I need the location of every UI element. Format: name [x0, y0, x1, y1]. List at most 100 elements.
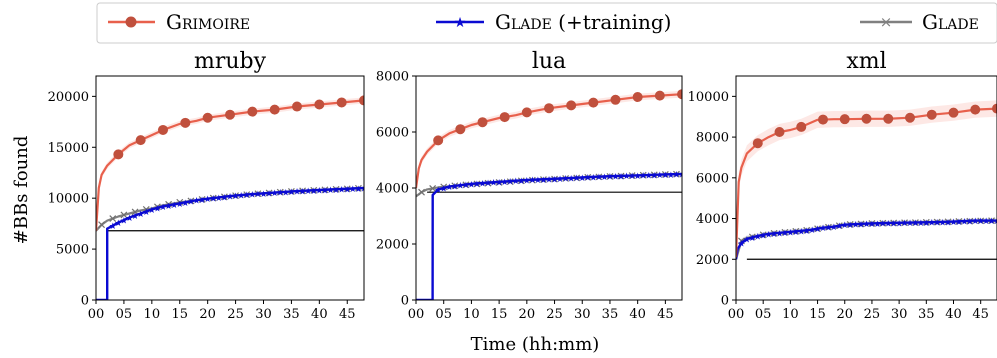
- data-point: ★: [265, 189, 273, 199]
- data-point: ★: [993, 217, 997, 227]
- data-point: ★: [966, 217, 974, 227]
- data-point: ★: [232, 192, 240, 202]
- x-tick-label: 00: [728, 307, 745, 322]
- data-point: ★: [215, 194, 223, 204]
- data-point: ★: [672, 171, 680, 181]
- data-point: [109, 215, 117, 222]
- data-point: ★: [237, 192, 245, 202]
- data-point: ★: [765, 230, 773, 240]
- data-point: ★: [310, 187, 318, 197]
- data-point: ★: [852, 221, 860, 231]
- data-point: [796, 121, 807, 132]
- data-point: ★: [786, 228, 794, 238]
- data-point: [135, 135, 146, 146]
- data-point: ★: [321, 186, 329, 196]
- data-point: ★: [495, 178, 503, 188]
- data-point: ★: [606, 173, 614, 183]
- data-point: ★: [304, 187, 312, 197]
- data-point: ★: [814, 225, 822, 235]
- panel-title: lua: [532, 49, 566, 74]
- data-point: [774, 127, 785, 137]
- legend-entry-2: × Glade: [860, 10, 979, 34]
- data-point: ★: [451, 182, 459, 192]
- data-point: ★: [841, 221, 849, 231]
- data-point: ★: [209, 195, 217, 205]
- data-point: [429, 184, 437, 192]
- data-point: ★: [276, 189, 284, 199]
- data-point: ★: [445, 183, 453, 193]
- data-point: ★: [170, 201, 178, 211]
- data-point: ★: [611, 172, 619, 182]
- data-point: [433, 135, 444, 146]
- data-point: [477, 117, 488, 128]
- data-point: ★: [737, 239, 745, 249]
- data-point: [948, 107, 959, 118]
- x-tick-label: 30: [574, 307, 591, 322]
- data-point: ★: [512, 177, 520, 187]
- data-point: ★: [857, 220, 865, 230]
- x-tick-label: 20: [836, 307, 853, 322]
- series-line: [736, 219, 997, 260]
- legend-frame: [96, 2, 997, 44]
- data-point: ★: [165, 202, 173, 212]
- data-point: ★: [159, 203, 167, 213]
- data-point: ★: [628, 172, 636, 182]
- data-point: ★: [846, 221, 854, 231]
- data-point: [455, 124, 466, 135]
- data-point: ★: [634, 172, 642, 182]
- data-point: ★: [293, 188, 301, 198]
- data-point: ★: [595, 173, 603, 183]
- x-tick-label: 45: [657, 307, 674, 322]
- data-point: ★: [528, 176, 536, 186]
- data-point: ★: [539, 176, 547, 186]
- y-tick-label: 0: [721, 294, 729, 309]
- data-point: ★: [343, 185, 351, 195]
- data-point: ★: [259, 190, 267, 200]
- data-point: [247, 106, 258, 117]
- x-tick-label: 00: [88, 307, 105, 322]
- data-point: ★: [198, 196, 206, 206]
- x-tick-label: 25: [546, 307, 563, 322]
- x-tick-label: 45: [339, 307, 356, 322]
- data-point: ★: [868, 220, 876, 230]
- series-line: [416, 172, 682, 300]
- x-tick-label: 15: [809, 307, 826, 322]
- y-tick-label: 10000: [48, 192, 89, 207]
- data-point: ★: [623, 172, 631, 182]
- legend-entry-1: ★ Glade (+training): [436, 10, 671, 34]
- data-point: ★: [578, 174, 586, 184]
- data-point: [839, 114, 850, 125]
- data-point: [180, 117, 191, 128]
- x-tick-label: 45: [972, 307, 989, 322]
- x-tick-label: 20: [199, 307, 216, 322]
- data-point: ★: [873, 220, 881, 230]
- data-point: ★: [949, 218, 957, 228]
- data-point: ★: [759, 231, 767, 241]
- x-tick-label: 35: [602, 307, 619, 322]
- data-point: ★: [473, 180, 481, 190]
- y-axis-label: #BBs found: [11, 136, 32, 245]
- legend-label-1-suffix: (+training): [552, 10, 672, 34]
- data-point: ★: [656, 171, 664, 181]
- y-tick-label: 20000: [48, 90, 89, 105]
- data-point: [336, 97, 347, 108]
- data-point: ★: [754, 232, 762, 242]
- y-tick-label: 10000: [688, 90, 729, 105]
- data-point: [861, 113, 872, 124]
- data-point: ★: [781, 229, 789, 239]
- data-point: ★: [204, 195, 212, 205]
- data-point: ★: [142, 208, 150, 218]
- data-point: ★: [131, 212, 139, 222]
- data-point: ★: [944, 218, 952, 228]
- data-point: ★: [890, 219, 898, 229]
- data-point: ★: [484, 179, 492, 189]
- data-point: ★: [911, 219, 919, 229]
- data-point: ★: [650, 171, 658, 181]
- panel-lua: lua★★★★★★★★★★★★★★★★★★★★★★★★★★★★★★★★★★★★★…: [376, 49, 683, 322]
- y-tick-label: 15000: [48, 141, 89, 156]
- data-point: [905, 112, 915, 123]
- data-point: [818, 114, 828, 125]
- data-point: ★: [187, 198, 195, 208]
- series-line: [96, 186, 364, 300]
- y-tick-label: 8000: [696, 131, 729, 146]
